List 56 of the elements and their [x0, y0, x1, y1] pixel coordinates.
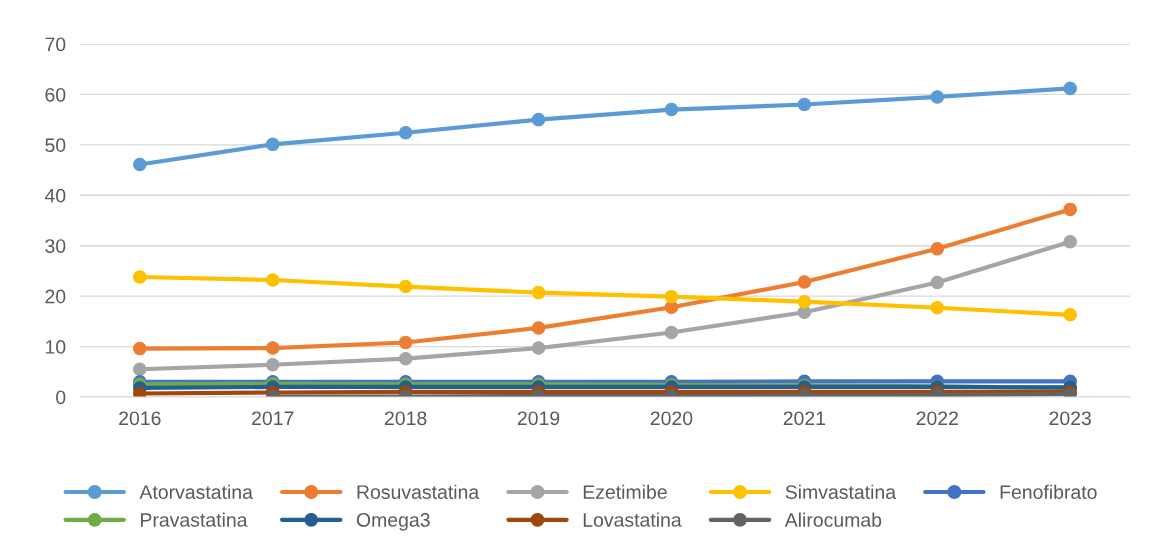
y-tick-label: 20	[45, 289, 66, 304]
legend-label: Atorvastatina	[139, 484, 253, 499]
point	[398, 279, 413, 294]
point	[1063, 81, 1077, 96]
point	[265, 341, 280, 355]
x-tick-label: 2016	[119, 411, 161, 426]
x-tick-label: 2018	[384, 411, 427, 426]
point	[531, 285, 546, 300]
y-tick-label: 10	[45, 340, 66, 354]
point	[797, 275, 812, 289]
point	[133, 362, 147, 377]
y-tick-label: 70	[45, 37, 66, 52]
x-tick-label: 2021	[783, 411, 826, 426]
point	[133, 157, 147, 172]
point	[398, 335, 413, 350]
point	[930, 300, 945, 315]
legend-label: Pravastatina	[141, 512, 248, 527]
point	[797, 97, 812, 112]
legend-label: Rosuvastatina	[357, 484, 480, 499]
x-tick-label: 2022	[916, 411, 958, 426]
point	[265, 137, 280, 152]
point	[930, 241, 945, 256]
y-tick-label: 30	[45, 239, 66, 253]
x-tick-label: 2020	[650, 411, 693, 426]
point	[265, 357, 280, 372]
y-tick-label: 50	[45, 138, 66, 153]
x-tick-label: 2017	[252, 411, 294, 426]
x-tick-label: 2023	[1049, 411, 1091, 426]
legend-label: Simvastatina	[785, 484, 897, 499]
point	[1063, 308, 1077, 322]
point	[1063, 234, 1077, 249]
point	[398, 351, 413, 366]
legend-label: Lovastatina	[583, 512, 682, 527]
point	[664, 289, 679, 304]
y-tick-label: 40	[44, 188, 66, 203]
point	[531, 321, 546, 335]
x-tick-label: 2019	[517, 411, 560, 426]
legend-label: Fenofibrato	[1000, 484, 1097, 499]
point	[1063, 202, 1077, 217]
legend-label: Omega3	[356, 513, 430, 531]
point	[531, 341, 546, 355]
point	[797, 294, 812, 309]
point	[133, 270, 147, 284]
y-tick-label: 60	[45, 87, 66, 102]
point	[664, 325, 679, 340]
y-tick-label: 0	[56, 390, 66, 405]
point	[930, 275, 945, 290]
point	[531, 112, 546, 127]
point	[664, 102, 679, 117]
point	[930, 90, 945, 104]
point	[398, 125, 413, 140]
point	[133, 386, 147, 397]
point	[265, 273, 280, 287]
point	[133, 341, 147, 356]
legend-label: Alirocumab	[784, 512, 882, 527]
legend-label: Ezetimibe	[583, 484, 667, 499]
